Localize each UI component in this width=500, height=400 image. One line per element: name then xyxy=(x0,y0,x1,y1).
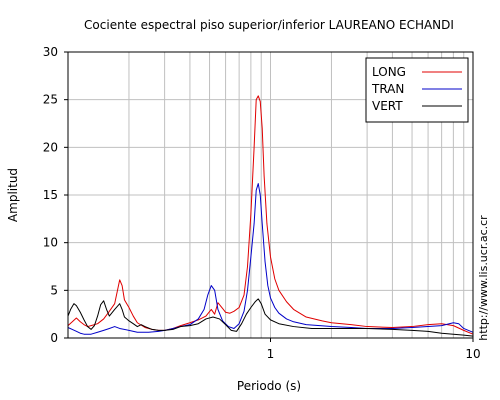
series-lines xyxy=(67,95,474,337)
y-tick-label: 20 xyxy=(43,140,58,154)
series-line-tran xyxy=(67,183,474,335)
y-tick-label: 5 xyxy=(50,283,58,297)
series-line-vert xyxy=(67,298,474,337)
x-tick-label: 1 xyxy=(267,347,275,361)
x-axis-label: Periodo (s) xyxy=(237,379,301,393)
y-tick-label: 10 xyxy=(43,236,58,250)
series-line-long xyxy=(67,95,474,335)
legend-box xyxy=(365,57,469,123)
watermark-url: http://www.lis.ucr.ac.cr xyxy=(477,215,490,341)
legend-label-long: LONG xyxy=(372,65,406,79)
x-axis-ticks: 1 10 xyxy=(267,338,481,361)
y-tick-label: 0 xyxy=(50,331,58,345)
y-axis-ticks: 0 5 10 15 20 25 30 xyxy=(43,45,68,345)
legend: LONG TRAN VERT xyxy=(365,57,469,123)
y-tick-label: 30 xyxy=(43,45,58,59)
legend-label-tran: TRAN xyxy=(371,82,404,96)
y-tick-label: 25 xyxy=(43,93,58,107)
x-tick-label: 10 xyxy=(465,347,480,361)
y-tick-label: 15 xyxy=(43,188,58,202)
chart-title: Cociente espectral piso superior/inferio… xyxy=(84,18,454,32)
legend-label-vert: VERT xyxy=(372,99,403,113)
y-axis-label: Amplitud xyxy=(6,168,20,222)
